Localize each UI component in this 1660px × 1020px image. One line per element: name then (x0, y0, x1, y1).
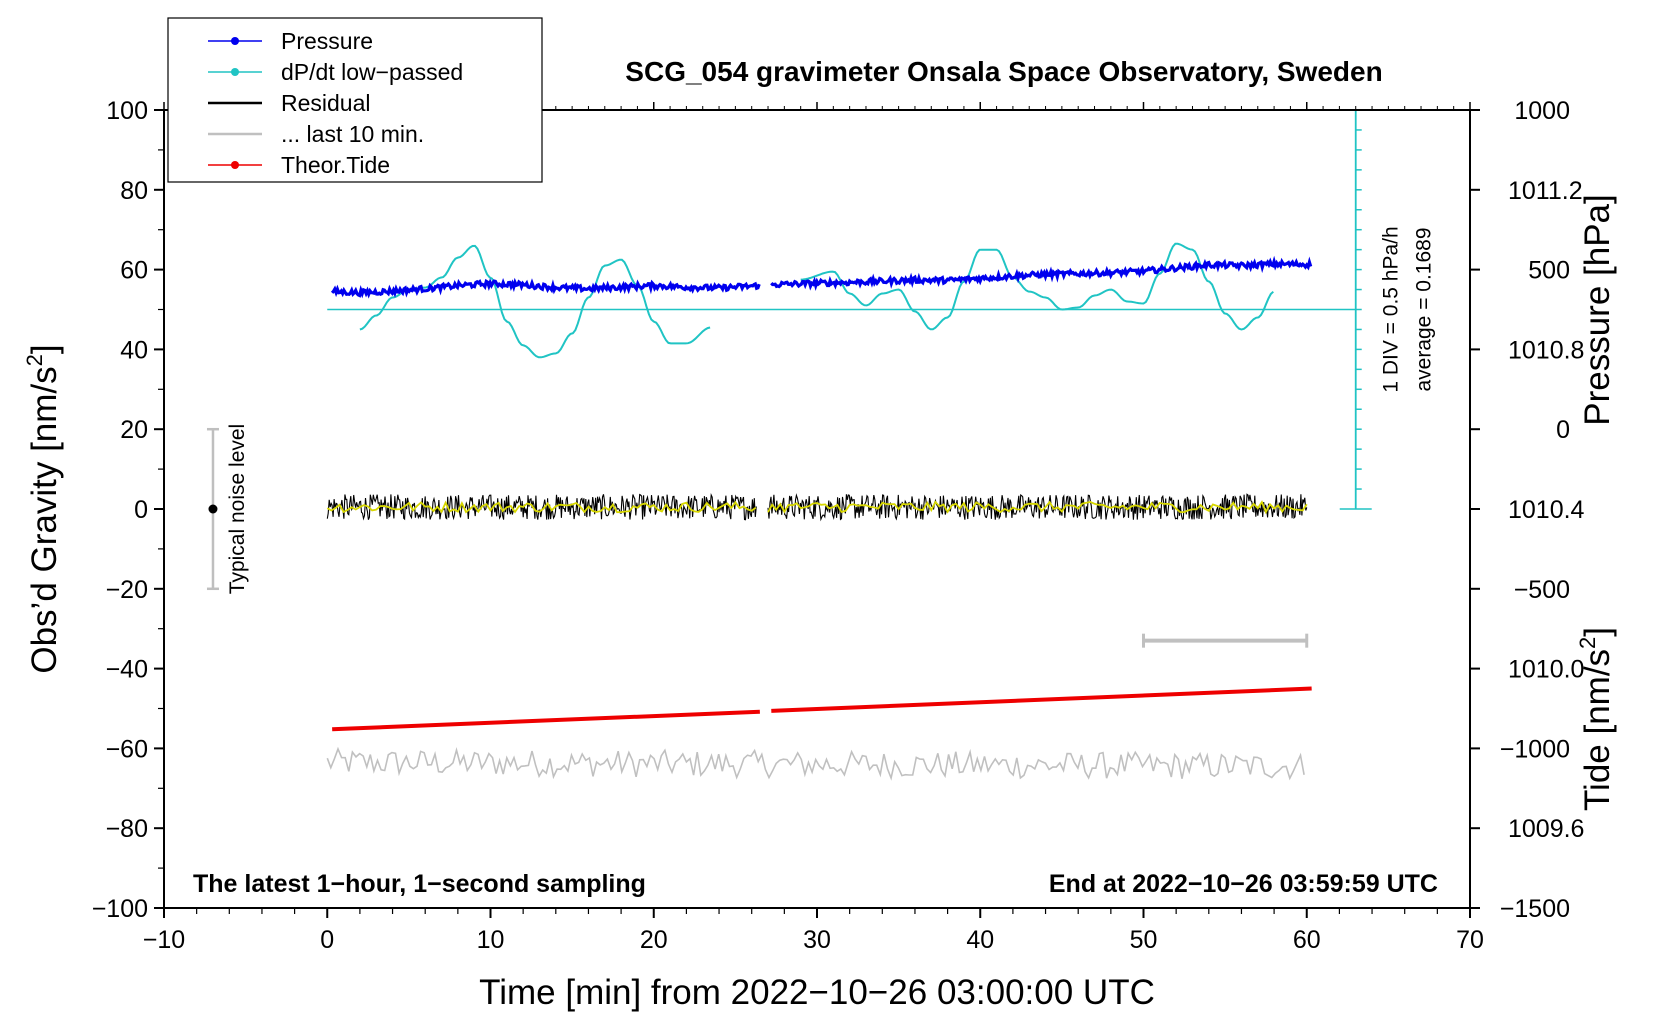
tide-axis-title: Tide [nm/s2] (1575, 627, 1617, 811)
x-axis-title: Time [min] from 2022−10−26 03:00:00 UTC (479, 973, 1155, 1012)
legend: Pressure dP/dt low−passed Residual ... last… (208, 28, 463, 178)
legend-label-5: Theor.Tide (281, 152, 390, 178)
tide-tick-label: 0 (1556, 416, 1570, 444)
x-tick-label: −10 (143, 926, 185, 954)
tide-residual-line (326, 746, 1305, 781)
legend-marker-1 (231, 37, 239, 45)
y-tick-label: 60 (120, 257, 148, 285)
legend-label-1: Pressure (281, 28, 373, 54)
legend-label-4: ... last 10 min. (281, 121, 424, 147)
y-tick-label: 80 (120, 177, 148, 205)
theor-tide-line-2 (771, 686, 1312, 713)
legend-label-3: Residual (281, 90, 371, 116)
tide-tick-label: −1500 (1500, 895, 1570, 923)
pressure-tick-label: 1010.0 (1508, 656, 1584, 684)
average-label: average = 0.1689 (1413, 227, 1436, 391)
noise-bar-label: Typical noise level (226, 424, 249, 594)
legend-box (167, 17, 543, 183)
tide-tick-label: −1000 (1500, 735, 1570, 763)
data-layer: 1 DIV = 0.5 hPa/h average = 0.1689 Typical… (206, 109, 1436, 781)
tide-axis-title-sup: 2 (1575, 637, 1600, 649)
x-tick-label: 0 (320, 926, 334, 954)
y-axis-title-sup: 2 (22, 354, 47, 366)
x-tick-label: 50 (1130, 926, 1158, 954)
legend-marker-2 (231, 68, 239, 76)
x-tick-label: 30 (803, 926, 831, 954)
y-tick-label: 20 (120, 416, 148, 444)
tide-tick-label: −500 (1514, 576, 1570, 604)
noise-bar-center (208, 504, 218, 514)
pressure-tick-label: 1011.2 (1508, 177, 1583, 205)
note-right: End at 2022−10−26 03:59:59 UTC (1049, 870, 1438, 898)
y-tick-label: −60 (106, 735, 148, 763)
axes-layer: −10 0 10 20 30 40 50 60 70−100−80−60−40−20020406… (92, 97, 1585, 954)
y-tick-label: 100 (106, 97, 148, 125)
tide-tick-label: 500 (1528, 257, 1570, 285)
legend-label-2: dP/dt low−passed (281, 59, 463, 85)
y-tick-label: 0 (134, 496, 148, 524)
dpdt-line-1 (359, 244, 711, 359)
note-left: The latest 1−hour, 1−second sampling (193, 870, 646, 898)
y-axis-title-end: ] (25, 344, 64, 354)
residual-smoothed-line-2 (767, 500, 1308, 515)
scale-bar-label: 1 DIV = 0.5 hPa/h (1380, 226, 1403, 392)
pressure-axis-title: Pressure [hPa] (1578, 194, 1617, 426)
theor-tide-line-1 (332, 709, 760, 732)
pressure-line-2 (770, 255, 1313, 292)
pressure-line-1 (330, 277, 761, 299)
x-tick-label: 60 (1293, 926, 1321, 954)
tide-axis-title-end: ] (1578, 627, 1617, 637)
chart-title: SCG_054 gravimeter Onsala Space Observat… (625, 56, 1382, 87)
tide-axis-title-main: Tide [nm/s (1578, 649, 1617, 811)
y-tick-label: 40 (120, 336, 148, 364)
residual-smoothed-line-1 (326, 500, 757, 514)
y-axis-title-main: Obs’d Gravity [nm/s (25, 366, 64, 673)
residual-line-1 (326, 493, 757, 521)
pressure-tick-label: 1010.8 (1508, 336, 1584, 364)
y-tick-label: −100 (92, 895, 148, 923)
x-tick-label: 20 (640, 926, 668, 954)
dpdt-line-2 (800, 242, 1274, 331)
y-tick-label: −20 (106, 576, 148, 604)
residual-line-2 (767, 493, 1308, 522)
legend-marker-5 (231, 161, 239, 169)
tide-tick-label: 1000 (1514, 97, 1570, 125)
x-tick-label: 10 (477, 926, 505, 954)
x-tick-label: 70 (1456, 926, 1484, 954)
pressure-tick-label: 1010.4 (1508, 496, 1585, 524)
y-tick-label: −40 (106, 656, 148, 684)
y-axis-title: Obs’d Gravity [nm/s2] (22, 344, 64, 673)
pressure-tick-label: 1009.6 (1508, 815, 1584, 843)
y-tick-label: −80 (106, 815, 148, 843)
x-tick-label: 40 (966, 926, 994, 954)
